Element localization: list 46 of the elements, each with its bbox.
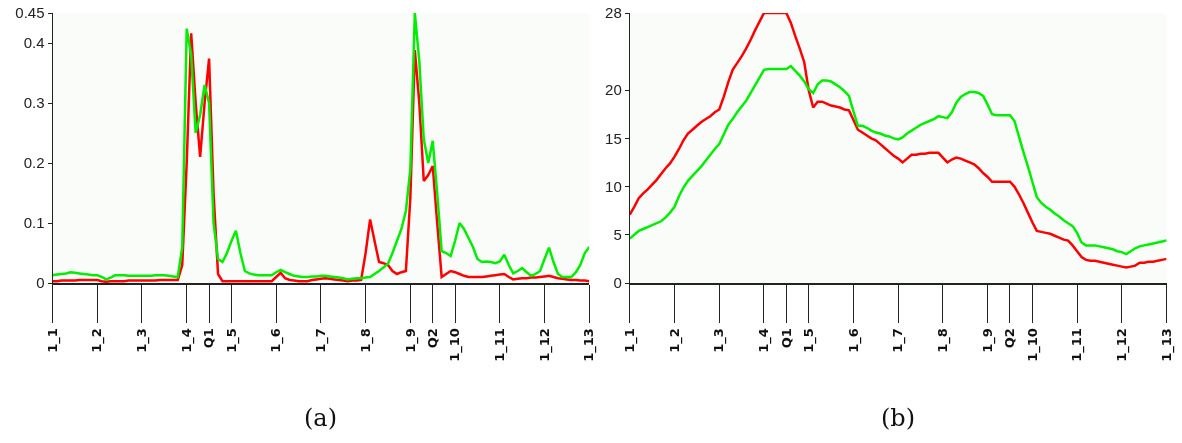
- x-tick-label: 1_5: [223, 328, 240, 353]
- x-tick-label: 1_2: [666, 328, 683, 353]
- x-tick-label: 1_10: [1024, 328, 1041, 362]
- x-tick-label: 1_6: [845, 328, 862, 353]
- x-tick-label: Q1: [778, 328, 794, 349]
- x-tick-label: 1_2: [89, 328, 106, 353]
- y-tick-label: 15: [605, 129, 622, 147]
- y-tick-label: 0.2: [23, 154, 45, 172]
- y-tick-label: 0.1: [23, 214, 45, 232]
- x-tick-label: 1_13: [581, 328, 598, 362]
- x-tick-label: 1_13: [1158, 328, 1175, 362]
- y-tick-label: 0.3: [23, 94, 45, 112]
- x-tick-label: 1_5: [800, 328, 817, 353]
- x-tick-label: Q2: [424, 328, 440, 349]
- y-tick-label: 10: [605, 177, 622, 195]
- line-series: [629, 64, 1167, 256]
- y-tick-label: 0: [613, 274, 622, 292]
- x-tick-label: 1_1: [44, 328, 61, 353]
- x-tick-label: 1_3: [711, 328, 728, 353]
- line-series: [629, 13, 1167, 269]
- x-tick-label: 1_4: [756, 328, 773, 353]
- text: (b): [881, 404, 916, 432]
- x-tick-label: 1_12: [536, 328, 553, 362]
- y-tick-label: 0.45: [15, 4, 45, 22]
- x-tick-label: 1_7: [313, 328, 330, 353]
- y-tick-label: 0: [36, 274, 45, 292]
- x-tick-label: 1_11: [1069, 328, 1086, 362]
- x-tick-label: 1_1: [622, 328, 639, 353]
- x-tick-label: 1_9: [979, 328, 996, 353]
- x-tick-label: Q2: [1002, 328, 1018, 349]
- x-tick-label: 1_7: [890, 328, 907, 353]
- y-tick-label: 5: [613, 226, 622, 244]
- y-tick-label: 0.4: [23, 34, 45, 52]
- x-tick-label: 1_6: [268, 328, 285, 353]
- x-tick-label: 1_9: [402, 328, 419, 353]
- x-tick-label: 1_12: [1114, 328, 1131, 362]
- x-tick-label: Q1: [201, 328, 217, 349]
- x-tick-label: 1_8: [357, 328, 374, 353]
- x-tick-label: 1_3: [134, 328, 151, 353]
- x-tick-label: 1_11: [492, 328, 509, 362]
- x-tick-label: 1_10: [447, 328, 464, 362]
- x-tick-label: 1_4: [178, 328, 195, 353]
- x-tick-label: 1_8: [935, 328, 952, 353]
- text: (a): [304, 404, 338, 432]
- y-tick-label: 20: [605, 81, 622, 99]
- y-tick-label: 28: [605, 4, 622, 22]
